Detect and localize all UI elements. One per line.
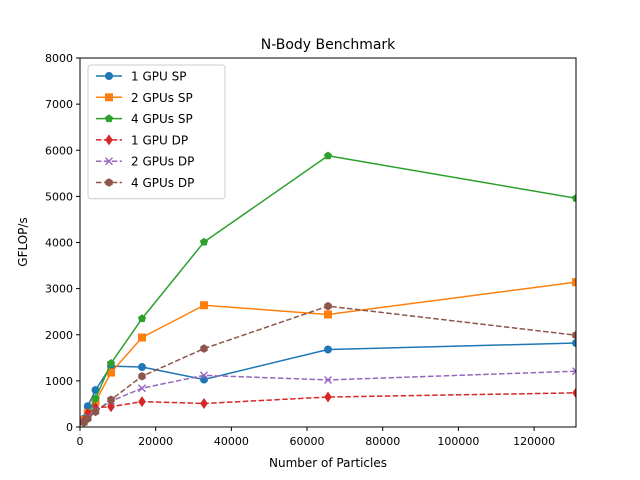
data-point-2-gpus-sp — [324, 310, 332, 319]
x-tick-label: 120000 — [513, 435, 555, 448]
x-tick-label: 60000 — [290, 435, 325, 448]
data-point-4-gpus-dp — [138, 371, 146, 381]
y-tick-label: 6000 — [45, 144, 73, 157]
data-point-1-gpu-dp — [138, 396, 146, 408]
y-tick-label: 3000 — [45, 283, 73, 296]
legend-marker-swatch — [105, 134, 113, 146]
data-point-4-gpus-sp — [323, 151, 333, 160]
data-point-1-gpu-dp — [572, 387, 576, 399]
data-point-4-gpus-sp — [137, 314, 147, 323]
legend-entry-2-gpus-sp: 2 GPUs SP — [96, 91, 193, 105]
x-tick-label: 0 — [77, 435, 84, 448]
data-point-4-gpus-dp — [572, 330, 576, 340]
data-point-1-gpu-sp — [572, 339, 576, 348]
data-point-2-gpus-sp — [572, 278, 576, 287]
legend: 1 GPU SP 2 GPUs SP 4 GPUs SP 1 GPU DP 2 GPUs… — [87, 64, 226, 200]
data-point-2-gpus-dp — [200, 371, 208, 380]
y-tick-label: 1000 — [45, 375, 73, 388]
data-point-1-gpu-sp — [83, 402, 92, 411]
y-tick-label: 5000 — [45, 190, 73, 203]
series-group — [80, 151, 576, 427]
chart-title: N-Body Benchmark — [261, 37, 396, 53]
y-tick-label: 4000 — [45, 237, 73, 250]
data-point-1-gpu-sp — [200, 375, 208, 384]
data-point-1-gpu-sp — [138, 363, 146, 372]
x-axis-label: Number of Particles — [269, 456, 387, 470]
legend-label: 1 GPU SP — [131, 70, 186, 84]
legend-entry-2-gpus-dp: 2 GPUs DP — [96, 155, 194, 169]
data-point-2-gpus-sp — [138, 333, 146, 342]
data-point-2-gpus-sp — [107, 368, 115, 377]
y-tick-label: 0 — [66, 421, 73, 434]
legend-label: 2 GPUs SP — [131, 91, 193, 105]
legend-marker-swatch — [105, 72, 113, 80]
legend-marker-swatch — [105, 157, 113, 166]
data-point-4-gpus-sp — [199, 237, 209, 246]
legend-marker-swatch — [105, 93, 113, 102]
plot-area — [80, 151, 576, 427]
data-point-4-gpus-sp — [571, 193, 576, 202]
data-point-2-gpus-dp — [138, 384, 146, 393]
legend-marker-swatch — [105, 178, 113, 187]
x-tick-label: 100000 — [437, 435, 479, 448]
legend-entry-4-gpus-dp: 4 GPUs DP — [96, 176, 194, 190]
data-point-4-gpus-dp — [91, 407, 100, 417]
legend-entry-1-gpu-dp: 1 GPU DP — [96, 133, 188, 147]
data-point-4-gpus-dp — [324, 301, 332, 311]
legend-label: 4 GPUs SP — [131, 112, 193, 126]
data-point-2-gpus-dp — [572, 367, 576, 376]
data-point-2-gpus-sp — [200, 301, 208, 310]
legend-label: 2 GPUs DP — [131, 155, 194, 169]
legend-entry-4-gpus-sp: 4 GPUs SP — [96, 112, 193, 126]
data-point-4-gpus-sp — [106, 359, 116, 367]
data-point-1-gpu-dp — [324, 391, 332, 403]
data-point-4-gpus-dp — [200, 344, 208, 353]
legend-box — [87, 64, 226, 200]
y-axis-label: GFLOP/s — [16, 217, 30, 266]
x-tick-label: 40000 — [214, 435, 249, 448]
y-tick-label: 2000 — [45, 329, 73, 342]
legend-entry-1-gpu-sp: 1 GPU SP — [96, 70, 186, 84]
x-tick-label: 20000 — [138, 435, 173, 448]
data-point-1-gpu-dp — [200, 397, 208, 409]
data-point-4-gpus-sp — [91, 394, 100, 402]
data-point-4-gpus-dp — [107, 395, 115, 405]
data-point-4-gpus-dp — [84, 414, 92, 423]
data-point-2-gpus-dp — [324, 375, 332, 384]
data-point-1-gpu-sp — [324, 345, 332, 354]
x-tick-label: 80000 — [365, 435, 400, 448]
legend-label: 1 GPU DP — [131, 133, 188, 147]
axes: 0 20000 40000 60000 80000 100000 120000 0 1000 20… — [45, 52, 577, 448]
legend-marker-swatch — [104, 114, 114, 123]
legend-label: 4 GPUs DP — [131, 176, 194, 190]
y-tick-label: 8000 — [45, 52, 73, 65]
y-tick-label: 7000 — [45, 98, 73, 111]
